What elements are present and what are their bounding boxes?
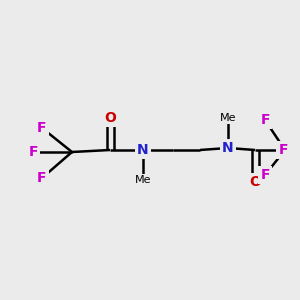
Text: F: F bbox=[260, 168, 270, 182]
Text: N: N bbox=[222, 141, 234, 155]
Text: F: F bbox=[260, 113, 270, 127]
Text: N: N bbox=[137, 143, 149, 157]
Text: F: F bbox=[37, 171, 47, 185]
Text: O: O bbox=[249, 175, 261, 189]
Text: Me: Me bbox=[220, 113, 236, 123]
Text: F: F bbox=[37, 121, 47, 135]
Text: Me: Me bbox=[135, 175, 151, 185]
Text: O: O bbox=[104, 111, 116, 125]
Text: F: F bbox=[28, 145, 38, 159]
Text: F: F bbox=[278, 143, 288, 157]
